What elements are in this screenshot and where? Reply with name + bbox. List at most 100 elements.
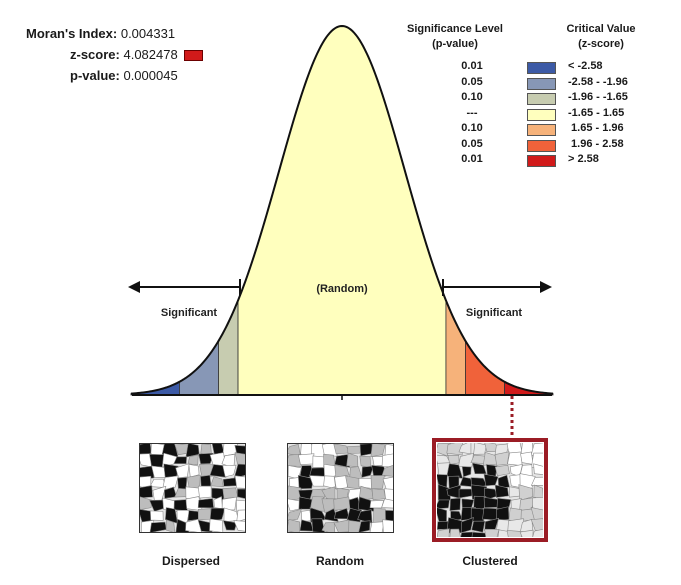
map-polygon bbox=[484, 528, 500, 537]
legend-critical-value: -1.96 - -1.65 bbox=[568, 91, 628, 103]
dispersed-map bbox=[139, 443, 246, 533]
map-polygon bbox=[234, 452, 245, 467]
map-polygon bbox=[473, 443, 487, 455]
significance-header-line1: Significance Level bbox=[407, 23, 503, 35]
map-polygon bbox=[461, 466, 472, 478]
z-score-row: z-score: 4.082478 bbox=[70, 47, 203, 62]
legend-critical-header: Critical Value (z-score) bbox=[556, 22, 646, 52]
map-polygon bbox=[173, 456, 187, 464]
map-polygon bbox=[288, 508, 303, 521]
map-polygon bbox=[321, 522, 336, 532]
map-polygon bbox=[458, 488, 473, 499]
random-region-label: (Random) bbox=[316, 283, 368, 295]
right-significant-label: Significant bbox=[466, 307, 523, 319]
map-polygon bbox=[483, 473, 499, 487]
map-polygon bbox=[209, 464, 227, 478]
map-polygon bbox=[140, 485, 153, 499]
random-caption: Random bbox=[316, 554, 364, 568]
random-map bbox=[287, 443, 394, 533]
p-value-value: 0.000045 bbox=[123, 68, 178, 83]
map-polygon bbox=[494, 464, 510, 477]
map-polygon bbox=[161, 475, 179, 491]
map-polygon bbox=[530, 443, 543, 456]
legend-color-swatch bbox=[527, 124, 556, 136]
map-polygon bbox=[140, 496, 153, 511]
dispersed-map-pattern bbox=[140, 444, 245, 532]
map-polygon bbox=[437, 528, 450, 537]
clustered-map-highlight bbox=[432, 438, 548, 542]
curve-region bbox=[445, 300, 466, 396]
map-polygon bbox=[507, 451, 523, 466]
map-polygon bbox=[382, 476, 393, 490]
p-value-label: p-value: bbox=[70, 68, 120, 83]
curve-region bbox=[237, 25, 447, 396]
map-polygon bbox=[165, 519, 176, 532]
map-polygon bbox=[297, 474, 314, 490]
legend-color-swatch bbox=[527, 108, 556, 121]
map-polygon bbox=[209, 518, 224, 532]
legend-p-value: 0.10 bbox=[461, 91, 483, 103]
map-polygon bbox=[346, 452, 359, 468]
curve-region bbox=[218, 300, 239, 396]
map-polygon bbox=[369, 500, 385, 509]
map-polygon bbox=[381, 465, 393, 477]
map-polygon bbox=[222, 520, 238, 531]
map-polygon bbox=[460, 517, 474, 534]
map-polygon bbox=[187, 454, 199, 466]
map-polygon bbox=[223, 507, 239, 522]
map-polygon bbox=[197, 508, 212, 521]
map-polygon bbox=[222, 464, 237, 478]
map-polygon bbox=[520, 451, 534, 465]
legend-p-value: 0.01 bbox=[461, 153, 483, 165]
p-value-row: p-value: 0.000045 bbox=[70, 68, 178, 83]
map-polygon bbox=[149, 521, 167, 532]
map-polygon bbox=[334, 454, 351, 468]
map-polygon bbox=[371, 488, 386, 501]
legend-color-swatch bbox=[527, 93, 556, 105]
left-significant-arrow bbox=[128, 279, 241, 296]
clustered-map bbox=[437, 443, 543, 537]
z-score-swatch bbox=[183, 50, 203, 62]
map-polygon bbox=[494, 484, 510, 498]
morans-index-row: Moran's Index: 0.004331 bbox=[26, 26, 175, 41]
map-polygon bbox=[198, 452, 214, 465]
map-polygon bbox=[530, 518, 543, 532]
map-polygon bbox=[530, 476, 543, 486]
map-polygon bbox=[197, 485, 212, 499]
morans-index-value: 0.004331 bbox=[120, 26, 176, 41]
map-polygon bbox=[381, 453, 393, 468]
legend-color-swatch bbox=[527, 155, 556, 167]
map-polygon bbox=[472, 462, 487, 475]
map-polygon bbox=[312, 455, 325, 468]
map-polygon bbox=[233, 463, 245, 479]
map-polygon bbox=[369, 521, 385, 532]
map-polygon bbox=[175, 463, 190, 479]
legend-p-value: --- bbox=[466, 106, 478, 119]
map-polygon bbox=[236, 499, 245, 513]
map-polygon bbox=[370, 444, 386, 458]
normal-distribution-curve: Significant Significant (Random) bbox=[128, 24, 554, 440]
map-polygon bbox=[236, 509, 245, 523]
legend-critical-value: < -2.58 bbox=[568, 60, 603, 72]
map-polygon bbox=[349, 466, 363, 479]
map-polygon bbox=[530, 507, 543, 522]
legend-p-value: 0.05 bbox=[461, 137, 483, 150]
map-polygon bbox=[361, 465, 375, 478]
map-polygon bbox=[233, 520, 245, 532]
map-polygon bbox=[177, 477, 188, 490]
legend-color-swatch bbox=[527, 77, 556, 90]
map-polygon bbox=[347, 445, 362, 454]
map-polygon bbox=[449, 497, 461, 511]
legend-color-swatch bbox=[527, 139, 556, 152]
map-polygon bbox=[185, 518, 202, 532]
legend-p-value: 0.05 bbox=[461, 75, 483, 88]
map-polygon bbox=[298, 453, 315, 465]
left-significant-label: Significant bbox=[161, 307, 218, 319]
map-polygon bbox=[197, 498, 215, 509]
map-polygon bbox=[209, 507, 226, 522]
morans-index-label: Moran's Index: bbox=[26, 26, 118, 41]
map-polygon bbox=[370, 475, 385, 489]
legend-color-swatch bbox=[527, 62, 556, 74]
map-polygon bbox=[382, 519, 393, 532]
map-polygon bbox=[437, 507, 447, 523]
